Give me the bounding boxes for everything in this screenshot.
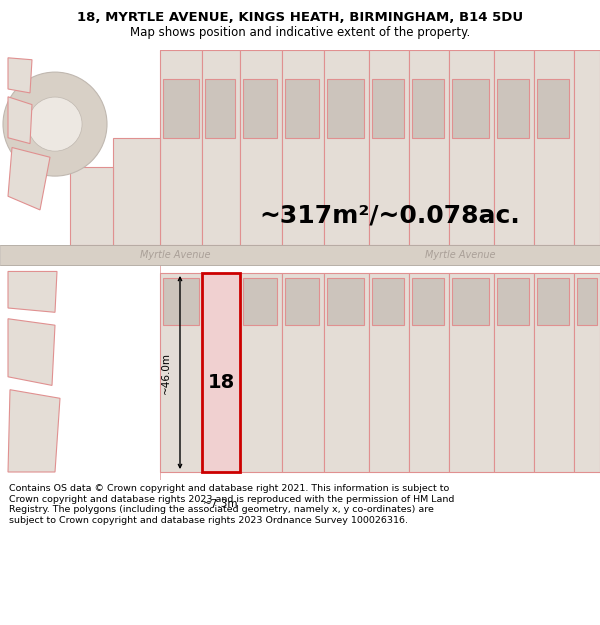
Bar <box>409 273 449 472</box>
Text: 18: 18 <box>208 373 235 392</box>
Text: ~46.0m: ~46.0m <box>161 351 171 394</box>
Bar <box>534 273 574 472</box>
Bar <box>574 50 600 245</box>
Bar <box>497 79 529 138</box>
Bar <box>372 278 404 325</box>
Bar <box>497 278 529 325</box>
Bar <box>412 278 444 325</box>
Polygon shape <box>8 148 50 210</box>
Bar <box>534 50 574 245</box>
Bar <box>0 245 600 265</box>
Polygon shape <box>8 58 32 93</box>
Bar <box>240 50 282 245</box>
Circle shape <box>3 72 107 176</box>
Text: Myrtle Avenue: Myrtle Avenue <box>140 250 210 260</box>
Polygon shape <box>8 97 32 144</box>
Bar <box>243 278 277 325</box>
Bar <box>282 273 324 472</box>
Bar <box>163 278 199 325</box>
Bar <box>494 273 534 472</box>
Bar <box>537 79 569 138</box>
Bar <box>285 79 319 138</box>
Circle shape <box>28 97 82 151</box>
Polygon shape <box>8 271 57 312</box>
Text: Myrtle Avenue: Myrtle Avenue <box>425 250 495 260</box>
Bar <box>160 273 202 472</box>
Bar <box>282 50 324 245</box>
Bar <box>537 278 569 325</box>
Bar <box>412 79 444 138</box>
Bar <box>369 273 409 472</box>
Bar <box>577 278 597 325</box>
Bar <box>449 273 494 472</box>
Text: Map shows position and indicative extent of the property.: Map shows position and indicative extent… <box>130 26 470 39</box>
Bar <box>327 278 364 325</box>
Bar <box>324 273 369 472</box>
Bar <box>113 138 160 245</box>
Bar <box>574 273 600 472</box>
Bar <box>452 79 489 138</box>
Bar <box>202 50 240 245</box>
Bar <box>163 79 199 138</box>
Bar <box>409 50 449 245</box>
Bar <box>202 273 240 472</box>
Bar <box>452 278 489 325</box>
Bar <box>205 79 235 138</box>
Bar <box>205 278 235 325</box>
Bar <box>449 50 494 245</box>
Bar <box>324 50 369 245</box>
Bar <box>160 50 202 245</box>
Bar <box>70 167 113 245</box>
Text: 18, MYRTLE AVENUE, KINGS HEATH, BIRMINGHAM, B14 5DU: 18, MYRTLE AVENUE, KINGS HEATH, BIRMINGH… <box>77 11 523 24</box>
Bar <box>372 79 404 138</box>
Bar <box>243 79 277 138</box>
Text: ~7.3m: ~7.3m <box>203 499 239 509</box>
Bar <box>240 273 282 472</box>
Text: Contains OS data © Crown copyright and database right 2021. This information is : Contains OS data © Crown copyright and d… <box>9 484 454 524</box>
Polygon shape <box>8 319 55 386</box>
Bar <box>202 273 240 472</box>
Bar <box>494 50 534 245</box>
Polygon shape <box>8 390 60 472</box>
Bar <box>369 50 409 245</box>
Bar <box>327 79 364 138</box>
Text: ~317m²/~0.078ac.: ~317m²/~0.078ac. <box>260 204 520 228</box>
Bar <box>285 278 319 325</box>
